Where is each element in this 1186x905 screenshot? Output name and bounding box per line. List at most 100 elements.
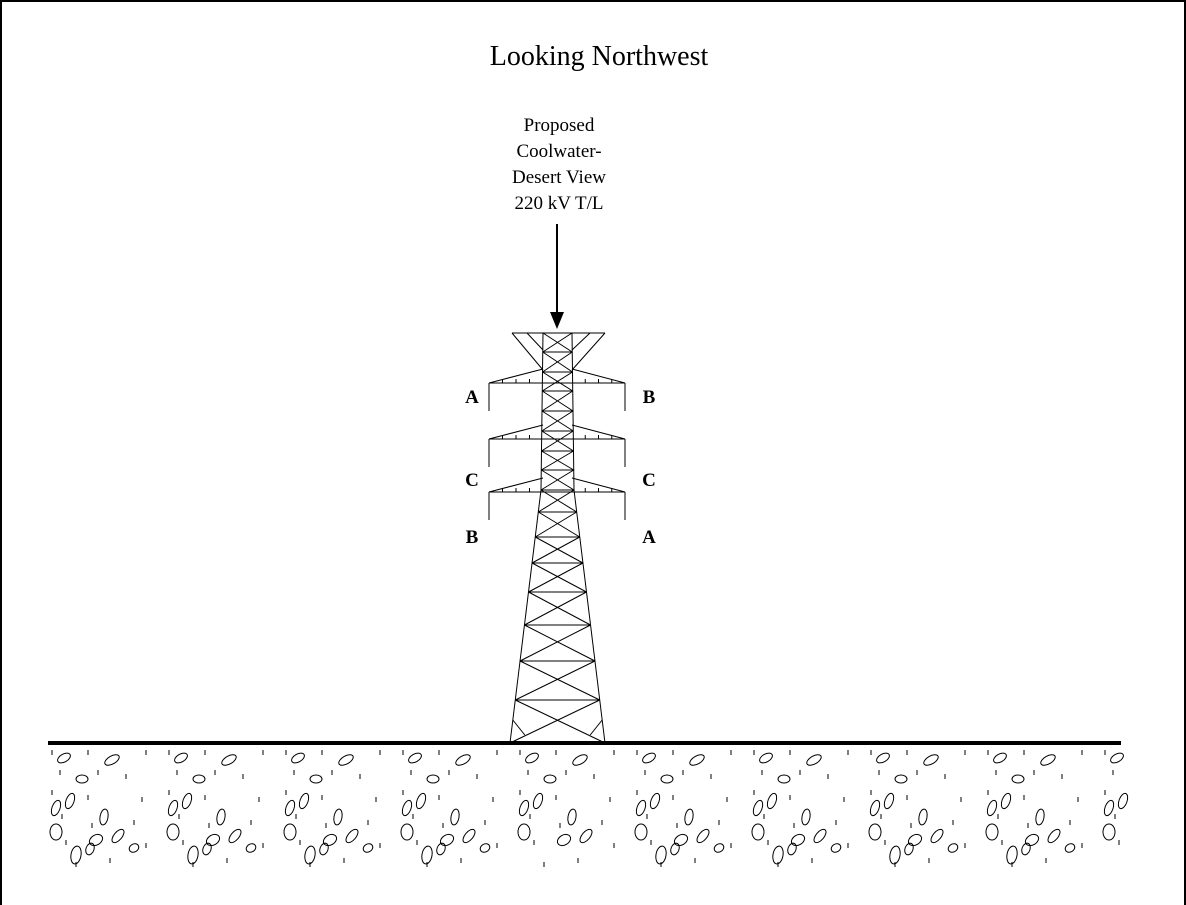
mast-brace	[542, 351, 573, 373]
cross-arm-top-left	[488, 368, 544, 384]
soil-pebble	[415, 792, 427, 810]
soil-pebble	[181, 792, 193, 810]
soil-pebble	[1000, 792, 1012, 810]
soil-pebble	[985, 823, 999, 841]
soil-pebble	[1021, 842, 1031, 856]
soil-pebble	[642, 752, 656, 764]
cross-arm-top-right	[571, 477, 626, 493]
soil-pebble	[50, 799, 62, 817]
soil-pebble	[876, 752, 890, 764]
cross-arm-top-left	[488, 424, 544, 440]
callout-label: Proposed Coolwater- Desert View 220 kV T…	[512, 115, 606, 214]
soil-pebble	[228, 828, 242, 844]
tower-foot-brace	[589, 719, 603, 736]
soil-pebble	[777, 774, 791, 784]
soil-pebble	[205, 833, 221, 847]
soil-pebble	[408, 752, 422, 764]
soil-pebble	[167, 799, 179, 817]
soil-pebble	[309, 774, 323, 784]
soil-texture	[49, 750, 1129, 867]
soil-pebble	[174, 752, 188, 764]
soil-pebble	[947, 843, 959, 853]
soil-pebble	[192, 774, 206, 784]
soil-pebble	[579, 828, 593, 844]
soil-pebble	[104, 754, 120, 766]
soil-pebble	[338, 754, 354, 766]
callout-line-4: 220 kV T/L	[514, 193, 603, 214]
tower-brace	[534, 511, 577, 538]
lattice-tower	[488, 332, 626, 744]
soil-pebble	[85, 842, 95, 856]
soil-pebble	[813, 828, 827, 844]
soil-pebble	[362, 843, 374, 853]
cross-arm-top-left	[488, 477, 544, 493]
soil-pebble	[1117, 792, 1129, 810]
tower-brace	[509, 699, 600, 744]
soil-pebble	[684, 808, 694, 826]
soil-pebble	[759, 752, 773, 764]
phase-label-right-bottom: A	[642, 527, 656, 548]
soil-pebble	[304, 845, 316, 865]
soil-pebble	[883, 792, 895, 810]
callout-arrow	[550, 224, 564, 329]
soil-pebble	[333, 808, 343, 826]
soil-pebble	[532, 792, 544, 810]
soil-pebble	[1040, 754, 1056, 766]
phase-label-left-top: A	[465, 387, 479, 408]
soil-pebble	[436, 842, 446, 856]
tower-brace	[528, 562, 584, 593]
soil-pebble	[439, 833, 455, 847]
soil-pebble	[319, 842, 329, 856]
phase-label-left-bottom: B	[466, 527, 479, 548]
mast-brace	[541, 410, 574, 432]
soil-pebble	[1011, 774, 1025, 784]
soil-pebble	[216, 808, 226, 826]
soil-pebble	[634, 823, 648, 841]
mast-brace	[541, 371, 573, 392]
soil-pebble	[556, 833, 572, 847]
soil-pebble	[462, 828, 476, 844]
tower-brace	[540, 489, 577, 513]
soil-pebble	[801, 808, 811, 826]
soil-pebble	[291, 752, 305, 764]
tower-brace	[519, 624, 591, 662]
soil-pebble	[907, 833, 923, 847]
soil-pebble	[713, 843, 725, 853]
soil-pebble	[1102, 823, 1116, 841]
soil-pebble	[202, 842, 212, 856]
tower-brace	[538, 511, 581, 538]
soil-pebble	[696, 828, 710, 844]
mast-brace	[540, 469, 575, 491]
soil-pebble	[450, 808, 460, 826]
tower-brace	[524, 624, 596, 662]
soil-pebble	[75, 774, 89, 784]
soil-pebble	[806, 754, 822, 766]
phase-label-right-middle: C	[642, 470, 656, 491]
soil-pebble	[670, 842, 680, 856]
tower-brace	[515, 699, 606, 744]
soil-pebble	[345, 828, 359, 844]
soil-pebble	[772, 845, 784, 865]
soil-pebble	[689, 754, 705, 766]
soil-pebble	[284, 799, 296, 817]
soil-pebble	[1047, 828, 1061, 844]
peak-left-side	[511, 332, 544, 371]
soil-pebble	[918, 808, 928, 826]
soil-pebble	[660, 774, 674, 784]
soil-pebble	[930, 828, 944, 844]
soil-pebble	[525, 752, 539, 764]
mast-brace	[541, 430, 574, 452]
mast-brace	[541, 390, 574, 412]
phase-label-right-top: B	[643, 387, 656, 408]
soil-pebble	[1035, 808, 1045, 826]
tower-brace	[524, 591, 587, 626]
soil-pebble	[655, 845, 667, 865]
soil-pebble	[572, 754, 588, 766]
tower-brace	[535, 536, 584, 564]
soil-pebble	[567, 808, 577, 826]
tower-brace	[515, 660, 596, 701]
soil-pebble	[635, 799, 647, 817]
soil-pebble	[790, 833, 806, 847]
tower-brace	[538, 489, 575, 513]
